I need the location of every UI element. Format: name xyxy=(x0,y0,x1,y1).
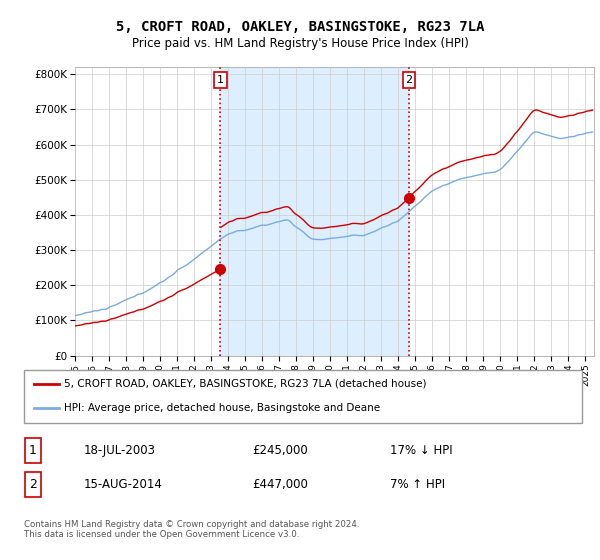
Bar xyxy=(25,472,41,497)
Text: 5, CROFT ROAD, OAKLEY, BASINGSTOKE, RG23 7LA: 5, CROFT ROAD, OAKLEY, BASINGSTOKE, RG23… xyxy=(116,20,484,34)
Text: HPI: Average price, detached house, Basingstoke and Deane: HPI: Average price, detached house, Basi… xyxy=(64,403,380,413)
Text: £245,000: £245,000 xyxy=(252,444,308,458)
Text: £447,000: £447,000 xyxy=(252,478,308,491)
Text: 15-AUG-2014: 15-AUG-2014 xyxy=(84,478,163,491)
Text: 5, CROFT ROAD, OAKLEY, BASINGSTOKE, RG23 7LA (detached house): 5, CROFT ROAD, OAKLEY, BASINGSTOKE, RG23… xyxy=(64,379,427,389)
Text: Contains HM Land Registry data © Crown copyright and database right 2024.
This d: Contains HM Land Registry data © Crown c… xyxy=(24,520,359,539)
Bar xyxy=(25,438,41,463)
Text: 2: 2 xyxy=(405,75,412,85)
Text: Price paid vs. HM Land Registry's House Price Index (HPI): Price paid vs. HM Land Registry's House … xyxy=(131,37,469,50)
Text: 17% ↓ HPI: 17% ↓ HPI xyxy=(390,444,452,458)
Text: 2: 2 xyxy=(29,478,37,491)
Bar xyxy=(220,67,409,356)
Text: 1: 1 xyxy=(217,75,224,85)
Text: 7% ↑ HPI: 7% ↑ HPI xyxy=(390,478,445,491)
Text: 18-JUL-2003: 18-JUL-2003 xyxy=(84,444,156,458)
Text: 1: 1 xyxy=(29,444,37,458)
